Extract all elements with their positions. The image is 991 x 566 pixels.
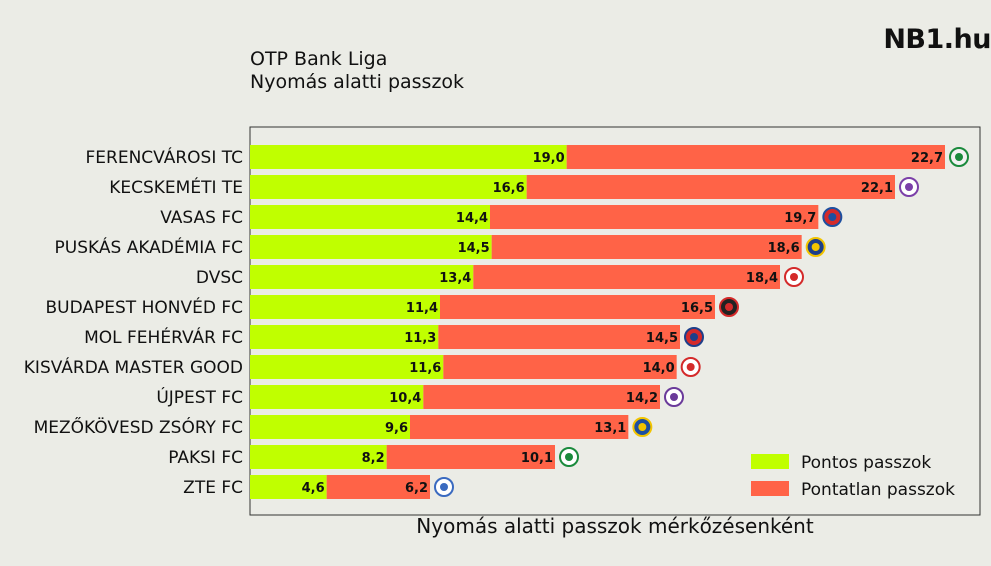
bar-pontatlan <box>491 235 802 259</box>
team-logo-icon-center <box>670 393 678 401</box>
category-label: KISVÁRDA MASTER GOOD <box>24 356 243 378</box>
legend-label-pontos: Pontos passzok <box>801 453 931 473</box>
bar-pontos <box>250 205 490 229</box>
data-label-pontatlan: 14,0 <box>643 361 675 376</box>
data-label-pontatlan: 14,5 <box>646 331 678 346</box>
team-logo-icon-center <box>638 423 647 431</box>
category-label: FERENCVÁROSI TC <box>86 146 244 168</box>
brand-logo-text: NB1.hu <box>883 24 991 55</box>
bar-pontos <box>250 325 439 349</box>
data-label-pontos: 8,2 <box>362 451 385 466</box>
data-label-pontos: 11,6 <box>409 361 441 376</box>
category-label: ÚJPEST FC <box>156 386 243 408</box>
data-label-pontatlan: 16,5 <box>681 301 713 316</box>
bar-pontos <box>250 445 387 469</box>
data-label-pontatlan: 18,4 <box>746 271 778 286</box>
data-label-pontos: 10,4 <box>389 391 421 406</box>
bar-pontatlan <box>386 445 555 469</box>
data-label-pontos: 14,5 <box>458 241 490 256</box>
bar-pontos <box>250 235 492 259</box>
data-label-pontos: 16,6 <box>493 181 525 196</box>
bar-pontatlan <box>440 295 715 319</box>
bar-pontatlan <box>490 205 819 229</box>
legend-swatch-pontatlan <box>751 481 789 496</box>
data-label-pontatlan: 18,6 <box>768 241 800 256</box>
team-logo-icon-center <box>686 363 695 371</box>
bar-pontos <box>250 475 327 499</box>
team-logo-icon-center <box>725 303 733 311</box>
data-label-pontos: 9,6 <box>385 421 408 436</box>
bar-pontatlan <box>526 175 895 199</box>
category-label: MEZŐKÖVESD ZSÓRY FC <box>34 416 243 438</box>
bar-pontatlan <box>566 145 945 169</box>
bar-pontatlan <box>473 265 780 289</box>
team-logo-icon-center <box>565 453 573 461</box>
data-label-pontatlan: 6,2 <box>405 481 428 496</box>
category-label: DVSC <box>196 268 243 288</box>
legend-swatch-pontos <box>751 454 789 469</box>
team-logo-icon-center <box>690 333 698 341</box>
bar-pontatlan <box>443 355 677 379</box>
bar-pontatlan <box>326 475 430 499</box>
data-label-pontos: 11,3 <box>404 331 436 346</box>
bar-pontos <box>250 295 440 319</box>
category-label: MOL FEHÉRVÁR FC <box>84 326 243 348</box>
legend-label-pontatlan: Pontatlan passzok <box>801 480 955 500</box>
data-label-pontos: 11,4 <box>406 301 438 316</box>
data-label-pontatlan: 22,7 <box>911 151 943 166</box>
category-label: PAKSI FC <box>168 448 243 468</box>
team-logo-icon-center <box>811 243 820 251</box>
team-logo-icon-center <box>955 153 963 161</box>
x-axis-label: Nyomás alatti passzok mérkőzésenként <box>416 514 814 538</box>
bar-pontos <box>250 145 567 169</box>
data-label-pontos: 19,0 <box>533 151 565 166</box>
data-label-pontatlan: 22,1 <box>861 181 893 196</box>
bar-pontos <box>250 355 444 379</box>
bar-pontos <box>250 175 527 199</box>
bar-pontatlan <box>410 415 629 439</box>
chart-title-line2: Nyomás alatti passzok <box>250 71 465 93</box>
data-label-pontatlan: 14,2 <box>626 391 658 406</box>
data-label-pontos: 4,6 <box>302 481 325 496</box>
category-label: VASAS FC <box>160 208 243 228</box>
category-label: BUDAPEST HONVÉD FC <box>46 296 244 318</box>
bar-pontatlan <box>423 385 660 409</box>
team-logo-icon-center <box>790 273 798 281</box>
data-label-pontatlan: 19,7 <box>784 211 816 226</box>
bar-pontatlan <box>438 325 680 349</box>
team-logo-icon-center <box>905 183 913 191</box>
bar-pontos <box>250 385 424 409</box>
bar-pontos <box>250 265 474 289</box>
data-label-pontatlan: 13,1 <box>594 421 626 436</box>
data-label-pontatlan: 10,1 <box>521 451 553 466</box>
category-label: ZTE FC <box>183 478 243 498</box>
team-logo-icon-center <box>828 213 837 221</box>
data-label-pontos: 13,4 <box>439 271 471 286</box>
bar-pontos <box>250 415 410 439</box>
chart-title-line1: OTP Bank Liga <box>250 48 388 70</box>
plot-frame <box>249 126 981 516</box>
data-label-pontos: 14,4 <box>456 211 488 226</box>
team-logo-icon-center <box>440 483 448 491</box>
category-label: PUSKÁS AKADÉMIA FC <box>55 236 243 258</box>
category-label: KECSKEMÉTI TE <box>109 176 243 198</box>
